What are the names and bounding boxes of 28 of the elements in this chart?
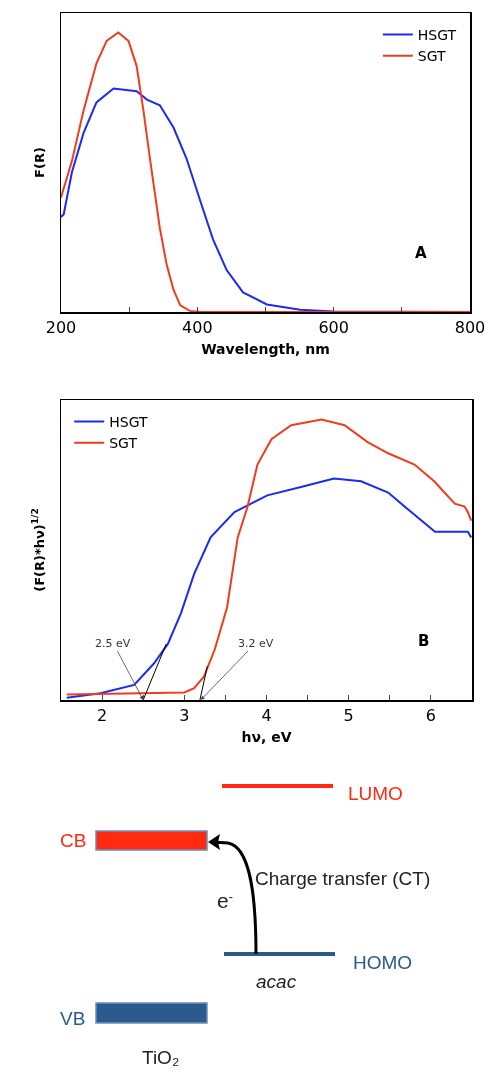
x-axis-title: hν, eV [241, 728, 292, 745]
x-tick-label: 2 [97, 705, 108, 725]
legend-label: HSGT [417, 27, 457, 44]
text: acac [256, 971, 297, 992]
x-axis-title: Wavelength, nm [201, 340, 330, 357]
x-tick-label: 4 [261, 705, 272, 725]
annotation: B [418, 632, 430, 650]
x-tick-label: 5 [343, 705, 354, 725]
x-tick-label: 200 [45, 317, 77, 337]
x-tick-label: 600 [318, 317, 349, 337]
annotation: 2.5 eV [95, 637, 131, 650]
y-axis-title: F(R) [31, 147, 47, 178]
legend-label: HSGT [109, 414, 148, 431]
x-tick-label: 800 [454, 317, 486, 337]
legend-label: SGT [109, 435, 138, 452]
text: TiO₂ [142, 1047, 180, 1068]
x-tick-label: 6 [425, 705, 436, 725]
x-tick-label: 400 [182, 317, 213, 337]
text: Charge transfer (CT) [255, 868, 431, 889]
x-tick-label: 3 [179, 705, 190, 725]
annotation: 3.2 eV [238, 637, 274, 650]
text: VB [60, 1008, 86, 1029]
text: HOMO [353, 952, 413, 973]
annotation: A [415, 244, 427, 262]
text: CB [60, 830, 87, 851]
text: e$^{-}$ [217, 889, 233, 912]
text: LUMO [348, 783, 403, 804]
legend-label: SGT [417, 48, 447, 65]
